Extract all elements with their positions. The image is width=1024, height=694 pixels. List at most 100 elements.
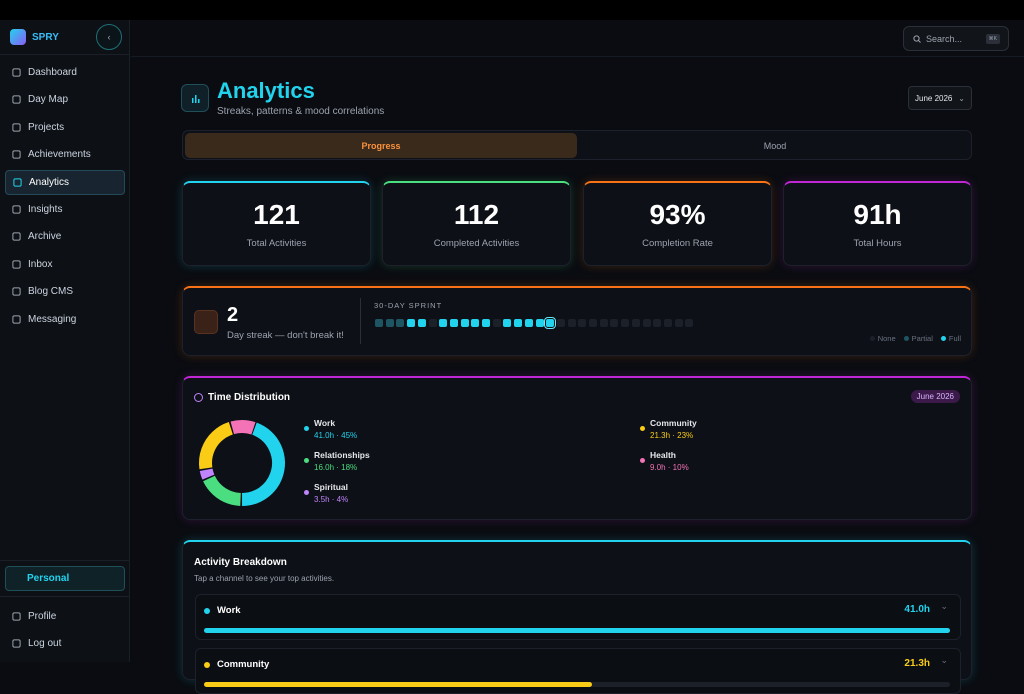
search-box[interactable]: Search... ⌘K	[903, 26, 1009, 51]
sprint-day	[503, 319, 512, 327]
nav-item[interactable]: Inbox	[5, 252, 125, 277]
shortcut: ⌘K	[985, 34, 1000, 44]
legend-dot	[304, 490, 309, 495]
search-icon	[913, 35, 921, 43]
time-card: Time Distribution June 2026 Work 41.0h · 45…	[182, 376, 972, 520]
sprint-day	[599, 319, 608, 327]
stat-label: Completion Rate	[642, 238, 713, 249]
sprint-day	[621, 319, 630, 327]
legend-item: Partial	[903, 334, 933, 343]
chevron: ⌄	[940, 655, 948, 665]
donut-segment	[199, 420, 285, 506]
nav-icon	[12, 205, 21, 214]
legend-dot	[903, 336, 909, 341]
channel-dot	[204, 608, 210, 614]
icon-shape	[12, 123, 21, 132]
card-title: Time Distribution	[208, 392, 291, 403]
stat-label: Total Activities	[246, 238, 307, 249]
divider	[131, 56, 1024, 57]
streak-value: 2	[227, 304, 239, 326]
sprint-day	[524, 319, 533, 327]
icon-shape	[12, 314, 21, 324]
sprint-day	[428, 319, 437, 327]
nav-icon	[12, 612, 21, 621]
nav-icon	[12, 260, 21, 269]
sprint-day	[417, 319, 426, 327]
nav-icon	[12, 123, 21, 132]
stat-card: 121 Total Activities	[182, 181, 371, 266]
footer-item[interactable]: Log out	[5, 631, 125, 656]
tab[interactable]: Progress	[185, 133, 577, 158]
nav-item[interactable]: Achievements	[5, 142, 125, 167]
stat-value: 112	[453, 199, 500, 230]
legend-label: None	[877, 334, 896, 343]
period-select[interactable]: June 2026 ⌄	[908, 86, 972, 110]
tabs: Progress Mood	[182, 130, 972, 160]
nav-label: Achievements	[28, 149, 91, 161]
legend-dot	[869, 336, 875, 341]
channel-hours: 41.0h	[904, 604, 930, 615]
segment-name: Spiritual	[314, 482, 349, 492]
footer-label: Profile	[28, 611, 57, 622]
top-strip	[0, 0, 1024, 20]
sprint-day	[610, 319, 619, 327]
divider	[0, 560, 130, 561]
segment-name: Health	[650, 450, 676, 460]
segment-name: Relationships	[314, 450, 370, 460]
collapse-button[interactable]: ‹	[96, 24, 122, 50]
footer-item[interactable]: Profile	[5, 604, 125, 629]
chevron: ⌄	[958, 93, 965, 103]
sprint-day	[439, 319, 448, 327]
sprint-day	[567, 319, 576, 327]
sprint-day	[578, 319, 587, 327]
sprint-day	[460, 319, 469, 327]
segment-name: Community	[650, 418, 697, 428]
segment-name: Work	[314, 418, 336, 428]
tab[interactable]: Mood	[763, 140, 787, 151]
channel-row[interactable]: Community 21.3h ⌄	[195, 648, 961, 694]
page-subtitle: Streaks, patterns & mood correlations	[217, 106, 385, 117]
nav-item[interactable]: Analytics	[5, 169, 125, 195]
stat-card: 112 Completed Activities	[382, 181, 571, 266]
divider	[0, 54, 130, 55]
nav-item[interactable]: Projects	[5, 115, 125, 140]
chevron: ⌄	[940, 601, 948, 611]
nav-item[interactable]: Archive	[5, 224, 125, 249]
nav-label: Day Map	[28, 94, 69, 106]
icon-shape	[12, 232, 21, 241]
nav-icon	[13, 177, 22, 187]
legend-dot	[640, 426, 645, 431]
segment-detail: 21.3h · 23%	[650, 431, 694, 440]
icon-shape	[12, 260, 21, 269]
channel-row[interactable]: Work 41.0h ⌄	[195, 594, 961, 640]
legend-label: Full	[948, 334, 961, 343]
sprint-day	[449, 319, 458, 327]
sprint-day	[642, 319, 651, 327]
footer-label: Log out	[28, 638, 62, 649]
icon-shape	[12, 150, 21, 159]
segment-detail: 41.0h · 45%	[314, 431, 358, 440]
sprint-day	[492, 319, 501, 327]
nav-label: Inbox	[28, 258, 53, 270]
workspace-switch[interactable]: Personal	[5, 566, 125, 591]
nav-item[interactable]: Day Map	[5, 87, 125, 112]
sprint-day	[663, 319, 672, 327]
nav-item[interactable]: Insights	[5, 197, 125, 222]
stat-label: Completed Activities	[433, 238, 520, 249]
nav-icon	[12, 639, 21, 648]
nav-label: Projects	[28, 121, 65, 133]
legend-dot	[940, 336, 946, 341]
nav-icon	[12, 150, 21, 159]
sidebar: SPRY ‹ Personal Dashboard Day Map Projects…	[0, 20, 130, 662]
segment-detail: 3.5h · 4%	[314, 495, 349, 504]
nav-item[interactable]: Dashboard	[5, 60, 125, 85]
legend-dot	[304, 458, 309, 463]
sprint-day	[589, 319, 597, 327]
card-title: Activity Breakdown	[194, 557, 287, 568]
nav-icon	[12, 95, 21, 104]
nav-item[interactable]: Blog CMS	[5, 279, 125, 304]
nav-label: Archive	[28, 231, 62, 243]
search-placeholder: Search...	[926, 33, 963, 44]
nav-item[interactable]: Messaging	[5, 307, 125, 332]
